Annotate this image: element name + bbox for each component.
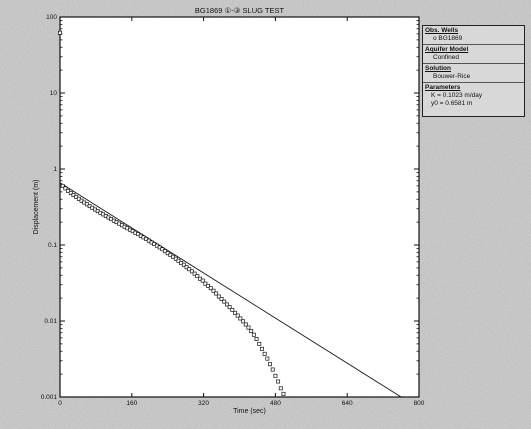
data-point [163,249,167,254]
param-k: K = 0.1023 m/day [431,92,483,99]
x-tick-label: 0 [58,400,62,407]
data-point [206,283,211,288]
data-point [219,297,224,301]
plot-area [59,16,420,398]
y-tick-label: 10 [50,90,58,97]
parameters-heading: Parameters [425,84,461,91]
x-axis-label: Time (sec) [233,408,266,415]
x-tick-label: 480 [270,400,281,407]
obs-wells-section: Obs. Wells o BG1869 [423,26,524,45]
y-tick-label: 1 [53,166,57,173]
data-point [238,316,243,321]
y-tick-label: 100 [46,14,57,21]
solution-section: Solution Bouwer-Rice [423,64,524,83]
data-point [224,302,229,307]
y-axis-label: Displacement (m) [33,180,40,235]
data-point [66,188,71,193]
y-tick-label: 0.001 [41,394,58,401]
data-point [208,286,213,291]
aquifer-model-section: Aquifer Model Confined [423,45,524,64]
aquifer-model-heading: Aquifer Model [425,46,469,53]
data-points [58,30,286,396]
aquifer-model-value: Confined [433,54,460,61]
data-point [187,267,192,272]
data-point [203,281,208,286]
y-tick-label: 0.1 [48,242,57,249]
data-point [176,258,181,263]
fit-lines [59,182,402,398]
data-point [273,373,278,378]
x-tick-label: 800 [414,400,425,407]
data-point [281,391,286,396]
x-tick-label: 640 [342,400,353,407]
data-point [243,322,248,327]
solution-value: Bouwer-Rice [433,73,471,80]
data-point [189,269,194,274]
data-point [259,346,264,351]
data-point [230,307,235,312]
data-point [249,328,254,333]
data-point [276,379,281,384]
parameters-section: Parameters K = 0.1023 m/day y0 = 0.6581 … [423,83,524,109]
solution-heading: Solution [425,65,451,72]
fit-line [59,182,402,398]
data-point [195,274,200,279]
data-point [278,386,283,391]
data-point [214,291,219,296]
data-point [257,341,262,346]
data-point [200,278,205,283]
data-point [63,186,68,191]
y-tick-label: 0.01 [44,318,57,325]
obs-wells-value: o BG1869 [433,35,463,42]
data-point [60,183,65,188]
data-point [227,305,232,310]
data-point [233,310,237,315]
data-point [211,288,216,293]
data-point [216,294,221,299]
data-point [181,262,186,267]
info-panel: Obs. Wells o BG1869 Aquifer Model Confin… [422,25,525,117]
data-point [254,337,259,341]
x-tick-label: 320 [198,400,209,407]
data-point [251,332,256,337]
data-point [246,325,251,330]
data-point [235,313,240,318]
data-point [268,362,272,367]
obs-wells-heading: Obs. Wells [425,27,459,34]
data-point [241,319,246,324]
data-point [74,194,79,199]
data-point [270,367,275,372]
data-point [222,299,227,304]
data-point [265,356,270,361]
data-point [262,351,267,356]
param-y0: y0 = 0.6581 m [431,100,473,107]
chart-title: BG1869 ①-③ SLUG TEST [195,6,285,15]
data-point [173,256,178,261]
data-point [58,30,62,35]
x-tick-label: 160 [126,400,137,407]
axis-ticks: 0 160 320 480 640 800 0.001 0.01 0.1 1 10 100 [41,14,425,407]
data-point [192,271,197,276]
data-point [184,265,189,270]
